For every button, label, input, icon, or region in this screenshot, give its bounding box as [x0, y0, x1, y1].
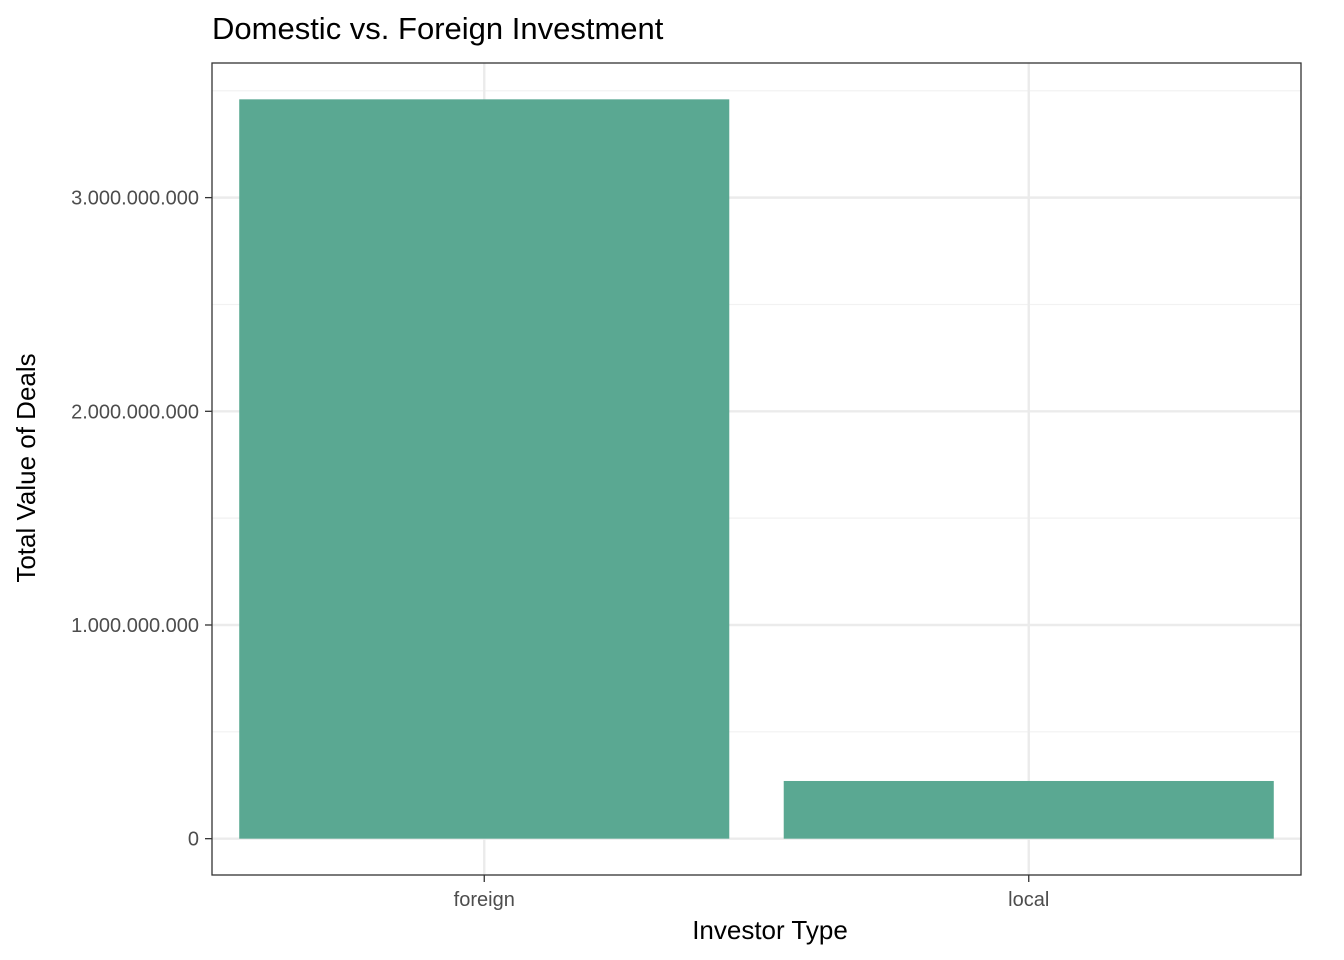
y-tick-label: 1.000.000.000: [71, 615, 199, 637]
bar-local: [783, 780, 1274, 839]
x-axis: foreign local: [454, 875, 1049, 911]
y-tick-label: 3.000.000.000: [71, 188, 199, 210]
x-tick-label: local: [1008, 889, 1049, 911]
plot-panel: [211, 62, 1302, 876]
x-axis-title: Investor Type: [692, 915, 848, 945]
bar-foreign: [239, 99, 730, 839]
y-tick-label: 0: [188, 829, 199, 851]
panel-border: [211, 62, 1302, 876]
y-tick-label: 2.000.000.000: [71, 401, 199, 423]
x-tick-label: foreign: [454, 889, 515, 911]
chart-title: Domestic vs. Foreign Investment: [212, 11, 664, 46]
bars: [239, 99, 1274, 839]
y-axis-title: Total Value of Deals: [11, 353, 41, 582]
y-axis: 0 1.000.000.000 2.000.000.000 3.000.000.000: [71, 188, 212, 851]
